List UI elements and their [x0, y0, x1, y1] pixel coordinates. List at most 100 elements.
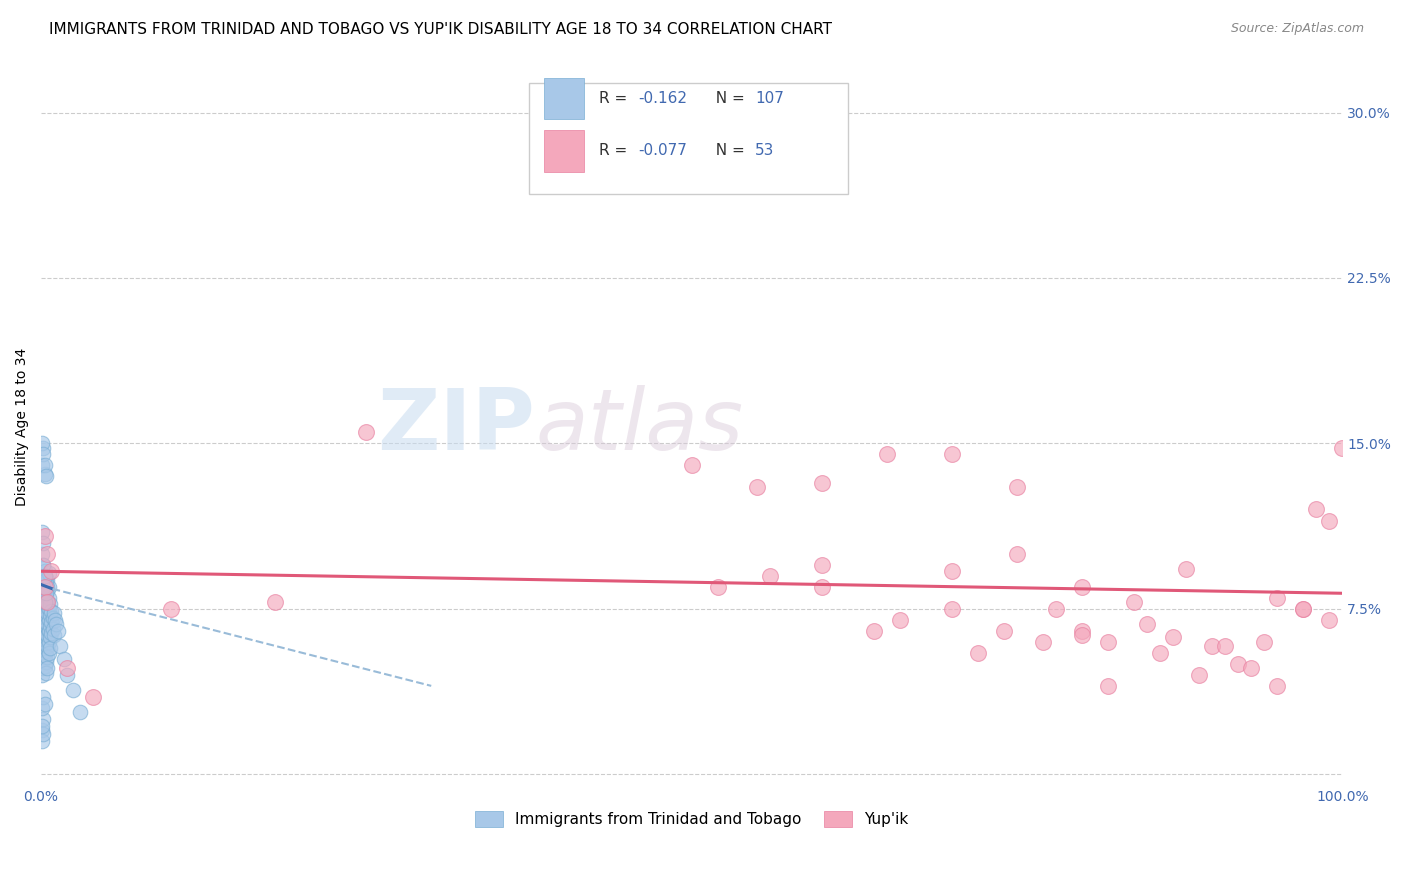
Point	[34, 593, 56, 607]
Point	[38, 624, 60, 638]
Point	[39, 564, 62, 578]
Point	[35, 655, 58, 669]
Point	[1292, 601, 1315, 615]
Point	[34, 697, 56, 711]
Point	[34, 626, 56, 640]
Point	[160, 601, 183, 615]
Text: 53: 53	[755, 144, 775, 159]
Point	[32, 712, 55, 726]
Point	[37, 595, 59, 609]
Point	[1123, 595, 1146, 609]
Point	[34, 458, 56, 473]
Point	[993, 624, 1015, 638]
Point	[31, 718, 53, 732]
Point	[31, 624, 53, 638]
Point	[82, 690, 104, 704]
Point	[35, 665, 58, 680]
Point	[35, 643, 58, 657]
Point	[862, 624, 884, 638]
Point	[37, 547, 59, 561]
Point	[38, 613, 60, 627]
Point	[35, 610, 58, 624]
Point	[681, 458, 703, 473]
Point	[32, 608, 55, 623]
Point	[941, 447, 963, 461]
Point	[32, 584, 55, 599]
Point	[56, 668, 79, 682]
Point	[35, 589, 58, 603]
Point	[31, 547, 53, 561]
Point	[34, 564, 56, 578]
Point	[1317, 613, 1340, 627]
Point	[69, 706, 91, 720]
FancyBboxPatch shape	[544, 78, 583, 120]
Point	[37, 584, 59, 599]
Point	[38, 634, 60, 648]
Point	[39, 631, 62, 645]
Legend: Immigrants from Trinidad and Tobago, Yup'ik: Immigrants from Trinidad and Tobago, Yup…	[467, 804, 915, 835]
Point	[31, 613, 53, 627]
Text: ZIP: ZIP	[378, 385, 536, 468]
Point	[37, 617, 59, 632]
Point	[32, 652, 55, 666]
Point	[31, 568, 53, 582]
Point	[37, 573, 59, 587]
Point	[34, 615, 56, 629]
Point	[1188, 668, 1211, 682]
Point	[1005, 480, 1028, 494]
Point	[31, 601, 53, 615]
Point	[31, 646, 53, 660]
Point	[39, 641, 62, 656]
Point	[37, 639, 59, 653]
Point	[32, 558, 55, 572]
Point	[889, 613, 911, 627]
Text: 107: 107	[755, 91, 785, 106]
Point	[38, 580, 60, 594]
Point	[706, 580, 728, 594]
Point	[31, 524, 53, 539]
Point	[32, 580, 55, 594]
Point	[1136, 617, 1159, 632]
Point	[45, 617, 67, 632]
Point	[32, 619, 55, 633]
Point	[31, 639, 53, 653]
Point	[35, 632, 58, 647]
Point	[354, 425, 377, 440]
Point	[34, 529, 56, 543]
Point	[35, 632, 58, 647]
Point	[35, 586, 58, 600]
Point	[31, 701, 53, 715]
Point	[1292, 601, 1315, 615]
Point	[39, 597, 62, 611]
Text: -0.077: -0.077	[638, 144, 688, 159]
Point	[39, 615, 62, 629]
Point	[1045, 601, 1067, 615]
Point	[32, 641, 55, 656]
Point	[37, 628, 59, 642]
Point	[32, 535, 55, 549]
Point	[34, 626, 56, 640]
Point	[1265, 679, 1288, 693]
Point	[34, 580, 56, 594]
Point	[38, 624, 60, 638]
Point	[32, 727, 55, 741]
Point	[35, 577, 58, 591]
Point	[37, 661, 59, 675]
Point	[31, 617, 53, 632]
FancyBboxPatch shape	[544, 130, 583, 171]
Point	[810, 476, 832, 491]
Point	[1161, 631, 1184, 645]
Point	[42, 606, 65, 620]
Point	[35, 469, 58, 483]
Point	[1005, 547, 1028, 561]
Point	[32, 631, 55, 645]
Point	[32, 447, 55, 461]
Point	[31, 436, 53, 450]
Point	[941, 564, 963, 578]
Point	[264, 595, 287, 609]
FancyBboxPatch shape	[529, 83, 848, 194]
Point	[1265, 591, 1288, 605]
Point	[1149, 646, 1171, 660]
Point	[1032, 634, 1054, 648]
Point	[1097, 634, 1119, 648]
